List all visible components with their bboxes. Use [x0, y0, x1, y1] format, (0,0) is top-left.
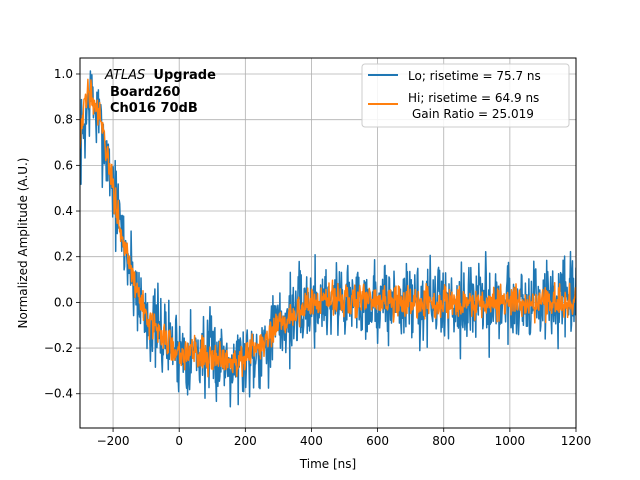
y-axis-ticks: −0.4 −0.2 0.0 0.2 0.4 0.6 0.8 1.0 — [44, 67, 80, 401]
series-line-hi — [80, 78, 576, 378]
x-tick-label: 200 — [234, 434, 257, 448]
x-tick-label: 0 — [175, 434, 183, 448]
y-axis-label: Normalized Amplitude (A.U.) — [16, 158, 30, 329]
y-tick-label: 0.4 — [54, 204, 73, 218]
x-tick-label: 1200 — [561, 434, 592, 448]
y-tick-label: 0.2 — [54, 250, 73, 264]
series-layer — [80, 70, 576, 408]
svg-text:ATLAS Upgrade: ATLAS Upgrade — [104, 68, 216, 83]
y-tick-label: −0.2 — [44, 341, 73, 355]
x-tick-label: 400 — [300, 434, 323, 448]
series-line-lo — [80, 70, 576, 408]
annotation-experiment: ATLAS — [104, 68, 145, 83]
legend-label-hi-gain: Gain Ratio = 25.019 — [412, 107, 534, 121]
annotation-channel: Ch016 70dB — [110, 101, 198, 116]
legend-box — [361, 63, 570, 128]
x-tick-label: −200 — [97, 434, 130, 448]
y-tick-label: −0.4 — [44, 387, 73, 401]
legend-label-hi: Hi; risetime = 64.9 ns — [408, 91, 539, 105]
y-tick-label: 0.6 — [54, 158, 73, 172]
x-tick-label: 1000 — [495, 434, 526, 448]
annotation-tag: Upgrade — [153, 68, 216, 83]
y-tick-label: 0.8 — [54, 113, 73, 127]
annotation-board: Board260 — [110, 85, 180, 100]
x-tick-label: 800 — [432, 434, 455, 448]
x-axis-ticks: −200 0 200 400 600 800 1000 1200 — [97, 428, 592, 448]
y-tick-label: 1.0 — [54, 67, 73, 81]
x-tick-label: 600 — [366, 434, 389, 448]
legend: Lo; risetime = 75.7 ns Hi; risetime = 64… — [361, 63, 570, 128]
y-tick-label: 0.0 — [54, 295, 73, 309]
x-axis-label: Time [ns] — [299, 457, 356, 471]
atlas-annotation: ATLAS Upgrade Board260 Ch016 70dB — [104, 68, 216, 116]
legend-label-lo: Lo; risetime = 75.7 ns — [408, 69, 541, 83]
plot-frame — [79, 57, 577, 429]
